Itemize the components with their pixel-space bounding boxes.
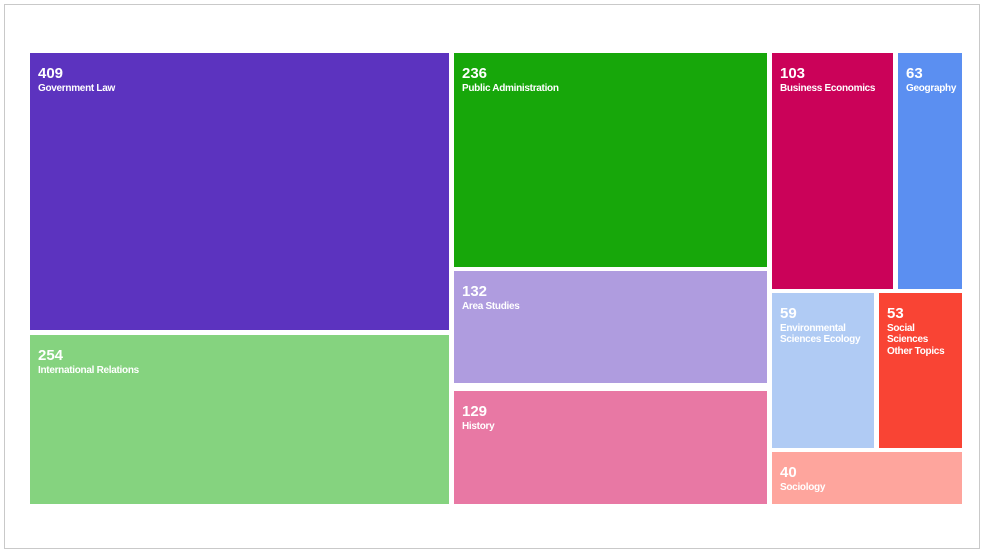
treemap-tile-international-relations[interactable]: 254 International Relations: [30, 335, 449, 504]
treemap-tile-area-studies[interactable]: 132 Area Studies: [454, 271, 767, 383]
treemap-tile-business-economics[interactable]: 103 Business Economics: [772, 53, 893, 289]
tile-label: Geography: [906, 82, 957, 94]
tile-label: Environmental Sciences Ecology: [780, 322, 861, 346]
tile-value: 40: [780, 464, 797, 481]
tile-label: Business Economics: [780, 82, 876, 94]
tile-value: 129: [462, 403, 488, 420]
treemap-tile-social-sciences-other-topics[interactable]: 53 Social Sciences Other Topics: [879, 293, 962, 448]
tile-label: History: [462, 420, 495, 432]
tile-label: Area Studies: [462, 300, 520, 312]
tile-label: Public Administration: [462, 82, 559, 94]
tile-value: 254: [38, 347, 64, 364]
treemap: 409 Government Law 254 International Rel…: [30, 52, 963, 505]
treemap-tile-government-law[interactable]: 409 Government Law: [30, 53, 449, 330]
treemap-tile-environmental-sciences-ecology[interactable]: 59 Environmental Sciences Ecology: [772, 293, 874, 448]
tile-value: 409: [38, 65, 64, 82]
tile-value: 63: [906, 65, 923, 82]
treemap-tile-history[interactable]: 129 History: [454, 391, 767, 504]
treemap-tile-sociology[interactable]: 40 Sociology: [772, 452, 962, 504]
chart-frame: 409 Government Law 254 International Rel…: [4, 4, 980, 549]
tile-label: International Relations: [38, 364, 139, 376]
tile-value: 103: [780, 65, 806, 82]
tile-value: 53: [887, 305, 904, 322]
tile-label: Government Law: [38, 82, 115, 94]
treemap-tile-geography[interactable]: 63 Geography: [898, 53, 962, 289]
tile-value: 132: [462, 283, 488, 300]
tile-label: Sociology: [780, 481, 826, 493]
tile-label: Social Sciences Other Topics: [887, 322, 945, 358]
tile-value: 59: [780, 305, 797, 322]
treemap-tile-public-administration[interactable]: 236 Public Administration: [454, 53, 767, 267]
tile-value: 236: [462, 65, 488, 82]
